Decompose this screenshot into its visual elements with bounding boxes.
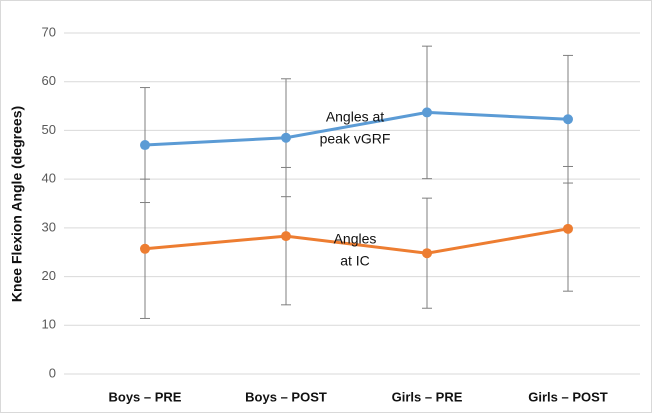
point (140, 243, 150, 254)
y-tick-label: 20 (42, 268, 56, 283)
point (422, 248, 432, 259)
point (140, 140, 150, 151)
series-line (144, 227, 569, 255)
x-tick-label: Girls – POST (528, 389, 608, 404)
annotation: Angles at (326, 109, 384, 125)
annotation: Angles (334, 231, 377, 247)
point (422, 107, 432, 118)
annotation: peak vGRF (320, 131, 391, 147)
y-tick-label: 50 (42, 122, 56, 137)
x-tick-label: Boys – PRE (109, 389, 182, 404)
point (563, 223, 573, 234)
y-tick-label: 70 (42, 24, 56, 39)
y-tick-label: 10 (42, 317, 56, 332)
y-tick-label: 40 (42, 171, 56, 186)
point (563, 114, 573, 125)
point (281, 231, 291, 242)
y-tick-label: 30 (42, 219, 56, 234)
y-axis-label: Knee Flexion Angle (degrees) (9, 106, 25, 302)
point (281, 132, 291, 143)
y-tick-label: 0 (49, 365, 56, 380)
y-tick-label: 60 (42, 73, 56, 88)
series-line (144, 110, 569, 147)
x-tick-label: Boys – POST (245, 389, 327, 404)
x-tick-label: Girls – PRE (392, 389, 463, 404)
annotation: at IC (340, 253, 370, 269)
